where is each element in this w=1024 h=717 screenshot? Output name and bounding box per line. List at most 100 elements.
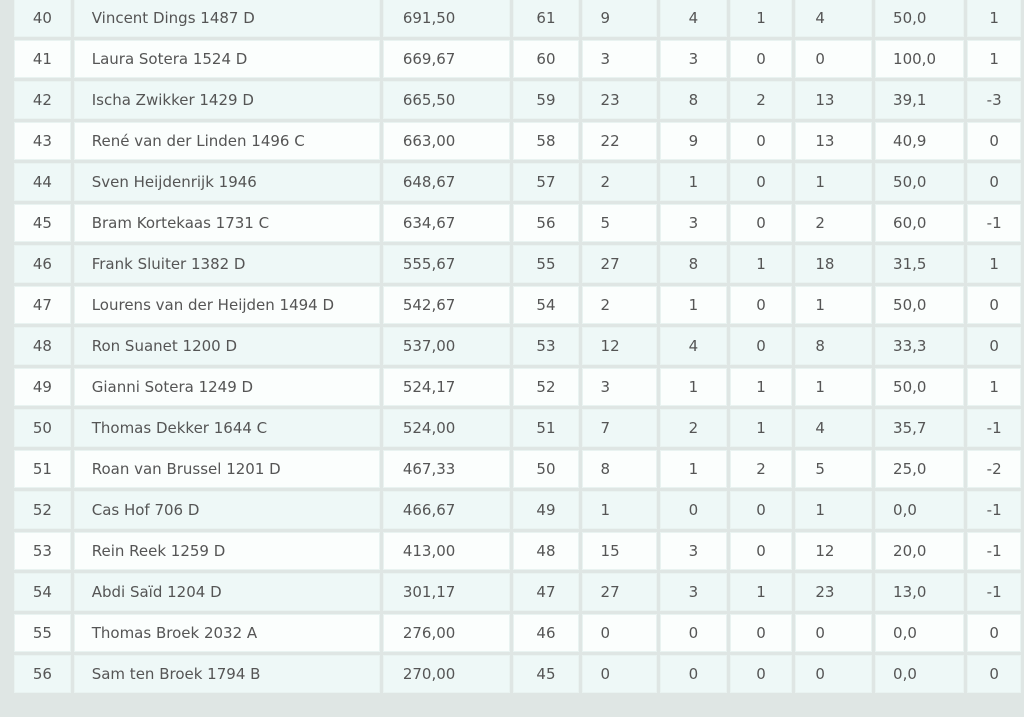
wins-cell: 1 <box>660 163 727 201</box>
points-cell: 51 <box>513 409 579 447</box>
score-cell: 524,17 <box>382 368 511 406</box>
draws-cell: 0 <box>729 614 793 652</box>
player-name-cell[interactable]: Thomas Broek 2032 A <box>73 614 380 652</box>
percentage-cell: 39,1 <box>875 81 965 119</box>
score-cell: 691,50 <box>382 0 511 37</box>
percentage-cell: 13,0 <box>875 573 965 611</box>
table-row: 47 Lourens van der Heijden 1494 D 542,67 54… <box>14 286 1021 324</box>
percentage-cell: 20,0 <box>875 532 965 570</box>
player-name-cell[interactable]: Gianni Sotera 1249 D <box>73 368 380 406</box>
table-row: 45 Bram Kortekaas 1731 C 634,67 56 5 3 0 2 60,0-… <box>14 204 1021 242</box>
games-cell: 23 <box>581 81 658 119</box>
player-name-cell[interactable]: Sven Heijdenrijk 1946 <box>73 163 380 201</box>
rank-cell: 44 <box>14 163 71 201</box>
points-cell: 54 <box>513 286 579 324</box>
percentage-cell: 0,0 <box>875 491 965 529</box>
losses-cell: 0 <box>795 614 873 652</box>
losses-cell: 0 <box>795 40 873 78</box>
player-name-cell[interactable]: Abdi Saïd 1204 D <box>73 573 380 611</box>
draws-cell: 1 <box>729 0 793 37</box>
points-cell: 45 <box>513 655 579 693</box>
change-cell: 0 <box>967 327 1021 365</box>
percentage-cell: 50,0 <box>875 286 965 324</box>
percentage-cell: 0,0 <box>875 614 965 652</box>
draws-cell: 0 <box>729 655 793 693</box>
games-cell: 2 <box>581 286 658 324</box>
draws-cell: 0 <box>729 40 793 78</box>
losses-cell: 5 <box>795 450 873 488</box>
change-cell: -3 <box>967 81 1021 119</box>
losses-cell: 13 <box>795 122 873 160</box>
games-cell: 5 <box>581 204 658 242</box>
rank-cell: 53 <box>14 532 71 570</box>
table-row: 44 Sven Heijdenrijk 1946 648,67 57 2 1 0 1 50,0 0 <box>14 163 1021 201</box>
player-name-cell[interactable]: Bram Kortekaas 1731 C <box>73 204 380 242</box>
losses-cell: 1 <box>795 286 873 324</box>
draws-cell: 0 <box>729 491 793 529</box>
score-cell: 301,17 <box>382 573 511 611</box>
wins-cell: 4 <box>660 327 727 365</box>
losses-cell: 8 <box>795 327 873 365</box>
points-cell: 55 <box>513 245 579 283</box>
player-name-cell[interactable]: Lourens van der Heijden 1494 D <box>73 286 380 324</box>
ranking-table-body: 40 Vincent Dings 1487 D 691,50 61 9 4 1 4 50,0 1 4… <box>14 0 1021 693</box>
change-cell: 0 <box>967 286 1021 324</box>
table-row: 52 Cas Hof 706 D 466,67 49 1 0 0 1 0,0 -1 <box>14 491 1021 529</box>
points-cell: 53 <box>513 327 579 365</box>
player-name-cell[interactable]: Ron Suanet 1200 D <box>73 327 380 365</box>
score-cell: 665,50 <box>382 81 511 119</box>
percentage-cell: 50,0 <box>875 368 965 406</box>
games-cell: 12 <box>581 327 658 365</box>
table-row: 51 Roan van Brussel 1201 D 467,33 50 8 1 2 5 25,… <box>14 450 1021 488</box>
wins-cell: 3 <box>660 532 727 570</box>
points-cell: 46 <box>513 614 579 652</box>
player-name-cell[interactable]: Cas Hof 706 D <box>73 491 380 529</box>
wins-cell: 9 <box>660 122 727 160</box>
rank-cell: 40 <box>14 0 71 37</box>
rank-cell: 50 <box>14 409 71 447</box>
player-name-cell[interactable]: Rein Reek 1259 D <box>73 532 380 570</box>
games-cell: 0 <box>581 614 658 652</box>
draws-cell: 0 <box>729 532 793 570</box>
draws-cell: 1 <box>729 409 793 447</box>
losses-cell: 12 <box>795 532 873 570</box>
player-name-cell[interactable]: Thomas Dekker 1644 C <box>73 409 380 447</box>
player-name-cell[interactable]: Frank Sluiter 1382 D <box>73 245 380 283</box>
draws-cell: 2 <box>729 81 793 119</box>
draws-cell: 0 <box>729 122 793 160</box>
games-cell: 3 <box>581 40 658 78</box>
player-name-cell[interactable]: Roan van Brussel 1201 D <box>73 450 380 488</box>
points-cell: 61 <box>513 0 579 37</box>
change-cell: -1 <box>967 491 1021 529</box>
rank-cell: 45 <box>14 204 71 242</box>
wins-cell: 0 <box>660 491 727 529</box>
score-cell: 276,00 <box>382 614 511 652</box>
points-cell: 58 <box>513 122 579 160</box>
games-cell: 7 <box>581 409 658 447</box>
player-name-cell[interactable]: Laura Sotera 1524 D <box>73 40 380 78</box>
table-row: 40 Vincent Dings 1487 D 691,50 61 9 4 1 4 50,0 1 <box>14 0 1021 37</box>
score-cell: 648,67 <box>382 163 511 201</box>
draws-cell: 2 <box>729 450 793 488</box>
wins-cell: 8 <box>660 81 727 119</box>
change-cell: -1 <box>967 409 1021 447</box>
draws-cell: 1 <box>729 573 793 611</box>
score-cell: 663,00 <box>382 122 511 160</box>
percentage-cell: 50,0 <box>875 163 965 201</box>
losses-cell: 13 <box>795 81 873 119</box>
table-row: 41 Laura Sotera 1524 D 669,67 60 3 3 0 0 100,0 1 <box>14 40 1021 78</box>
wins-cell: 3 <box>660 573 727 611</box>
percentage-cell: 33,3 <box>875 327 965 365</box>
player-name-cell[interactable]: Sam ten Broek 1794 B <box>73 655 380 693</box>
player-name-cell[interactable]: Vincent Dings 1487 D <box>73 0 380 37</box>
table-row: 46 Frank Sluiter 1382 D 555,67 55 27 8 1 18 31,5… <box>14 245 1021 283</box>
games-cell: 9 <box>581 0 658 37</box>
score-cell: 466,67 <box>382 491 511 529</box>
wins-cell: 0 <box>660 614 727 652</box>
wins-cell: 4 <box>660 0 727 37</box>
wins-cell: 8 <box>660 245 727 283</box>
player-name-cell[interactable]: Ischa Zwikker 1429 D <box>73 81 380 119</box>
points-cell: 47 <box>513 573 579 611</box>
player-name-cell[interactable]: René van der Linden 1496 C <box>73 122 380 160</box>
games-cell: 27 <box>581 245 658 283</box>
